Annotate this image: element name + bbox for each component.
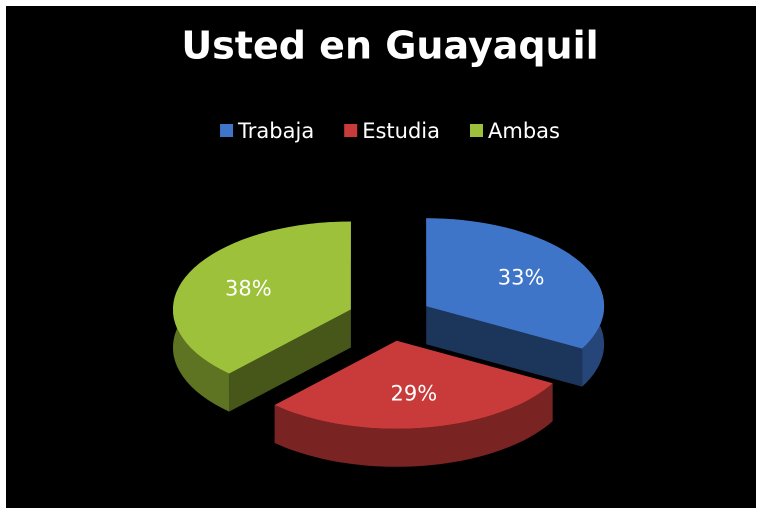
legend-label: Estudia — [362, 119, 440, 143]
legend-swatch — [220, 124, 234, 137]
legend-label: Ambas — [488, 119, 560, 143]
slice-side — [426, 306, 583, 387]
slice — [173, 221, 351, 374]
chart-title: Usted en Guayaquil — [181, 24, 598, 68]
legend-swatch — [469, 124, 483, 137]
legend-label: Trabaja — [237, 119, 314, 143]
slice — [426, 218, 605, 349]
slice-side — [229, 309, 351, 412]
legend-swatch — [344, 124, 358, 137]
legend: Trabaja Estudia Ambas — [220, 119, 560, 143]
slice-rim — [274, 383, 553, 467]
data-label: 33% — [498, 265, 545, 289]
data-label: 38% — [225, 276, 272, 300]
data-label: 29% — [390, 382, 437, 406]
slice — [274, 340, 553, 429]
